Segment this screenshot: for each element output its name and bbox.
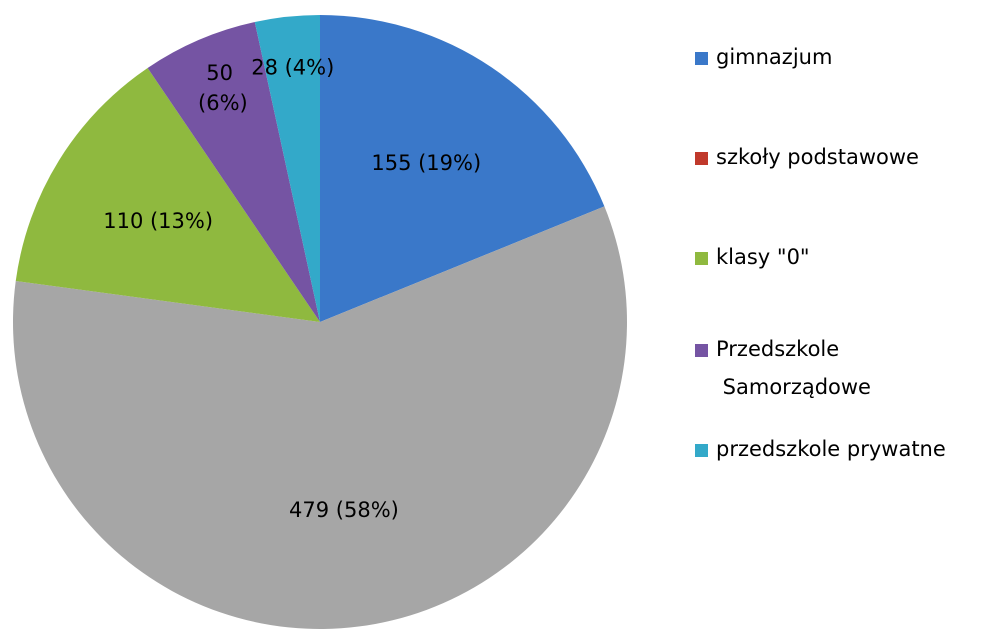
legend-label: Przedszkole Samorządowe bbox=[716, 337, 871, 399]
data-label: 110 (13%) bbox=[103, 209, 213, 233]
data-label: 155 (19%) bbox=[371, 151, 481, 175]
legend-swatch bbox=[695, 344, 708, 357]
data-label: 28 (4%) bbox=[251, 56, 334, 80]
pie-slice bbox=[147, 22, 320, 323]
legend-swatch bbox=[695, 444, 708, 457]
pie-slice bbox=[254, 15, 320, 322]
data-label: 479 (58%) bbox=[289, 498, 399, 522]
pie-slice bbox=[13, 206, 628, 629]
pie-slice bbox=[320, 15, 605, 322]
legend-label: klasy "0" bbox=[716, 245, 810, 269]
legend-swatch bbox=[695, 252, 708, 265]
legend-label: przedszkole prywatne bbox=[716, 437, 946, 461]
pie-slice bbox=[15, 67, 320, 322]
legend-label: gimnazjum bbox=[716, 45, 832, 69]
data-label: 50 (6%) bbox=[191, 61, 247, 115]
legend-label: szkoły podstawowe bbox=[716, 145, 919, 169]
legend-swatch bbox=[695, 52, 708, 65]
legend-swatch bbox=[695, 152, 708, 165]
